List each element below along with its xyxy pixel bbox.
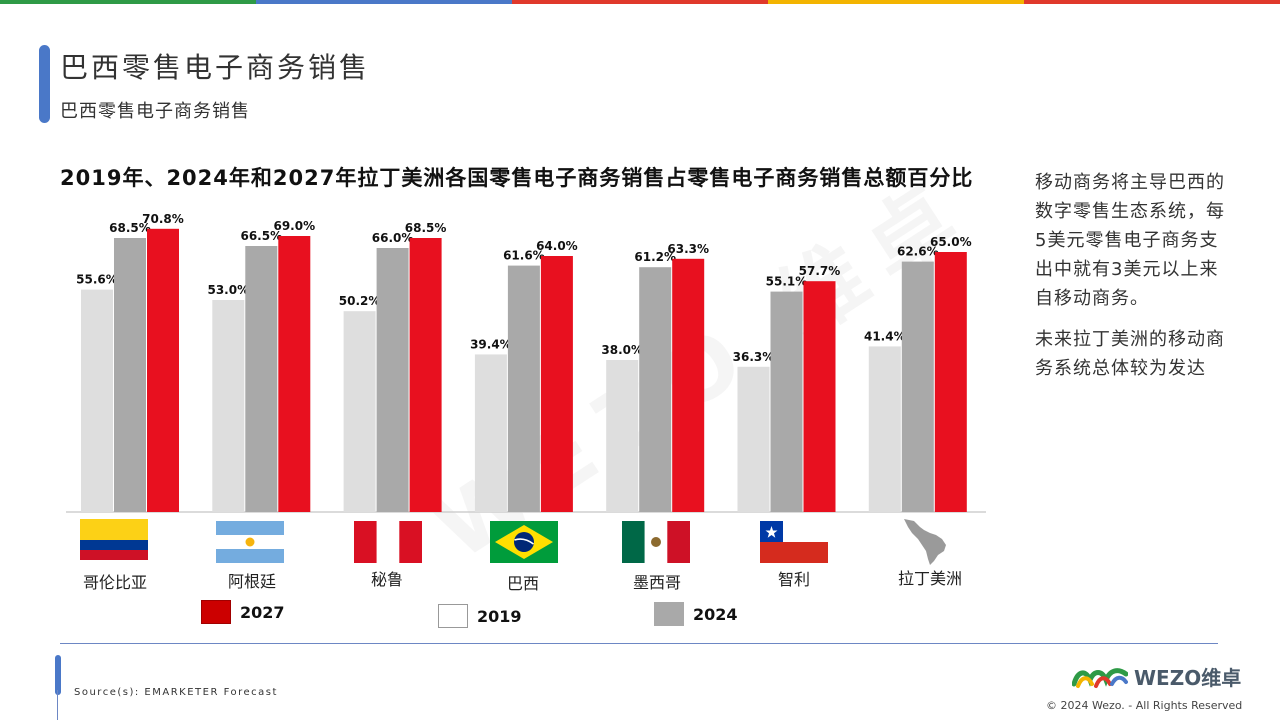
data-label-2027-6: 65.0%: [930, 235, 972, 249]
data-label-2019-0: 55.6%: [76, 273, 118, 287]
data-label-2019-1: 53.0%: [207, 283, 249, 297]
brand-logo: WEZO维卓: [1072, 662, 1241, 691]
country-label-peru: 秘鲁: [370, 570, 403, 589]
legend-label-2024: 2024: [693, 604, 738, 624]
page-title: 巴西零售电子商务销售: [60, 51, 371, 84]
sidebar-commentary: 移动商务将主导巴西的数字零售生态系统，每5美元零售电子商务支出中就有3美元以上来…: [1035, 168, 1225, 395]
bar-chart: 55.6%68.5%70.8%53.0%66.5%69.0%50.2%66.0%…: [66, 212, 986, 513]
bar-2019-2: [343, 311, 376, 512]
bar-2019-0: [81, 289, 113, 512]
bar-2024-5: [770, 291, 803, 512]
bar-2019-6: [868, 346, 901, 512]
page-subtitle: 巴西零售电子商务销售: [60, 101, 250, 122]
data-label-2027-0: 70.8%: [142, 212, 184, 226]
bar-2024-1: [245, 246, 278, 512]
bar-2027-1: [278, 236, 311, 512]
data-label-2024-2: 66.0%: [372, 231, 414, 245]
bar-2024-4: [639, 267, 672, 512]
legend-item-2027: 2027: [201, 600, 285, 624]
data-label-2019-2: 50.2%: [339, 294, 381, 308]
data-label-2027-1: 69.0%: [273, 219, 315, 233]
legend-item-2019: 2019: [438, 604, 522, 628]
latin-america-map-icon: [904, 519, 946, 565]
title-accent-bar: [39, 45, 50, 123]
commentary-paragraph-2: 未来拉丁美洲的移动商务系统总体较为发达: [1035, 329, 1225, 379]
legend-label-2019: 2019: [477, 606, 522, 626]
bar-2024-0: [114, 238, 146, 512]
chart-title: 2019年、2024年和2027年拉丁美洲各国零售电子商务销售占零售电子商务销售…: [60, 166, 974, 190]
data-label-2024-4: 61.2%: [634, 250, 676, 264]
bar-2019-1: [212, 300, 245, 512]
data-label-2019-6: 41.4%: [864, 329, 906, 343]
bar-2027-5: [803, 281, 836, 512]
country-label-argentina: 阿根廷: [227, 572, 276, 591]
peru-flag-icon: [354, 521, 422, 563]
country-label-brazil: 巴西: [506, 574, 539, 593]
data-label-2024-0: 68.5%: [109, 221, 151, 235]
data-label-2027-3: 64.0%: [536, 239, 578, 253]
country-label-latin-america: 拉丁美洲: [897, 569, 962, 588]
bar-2027-4: [672, 258, 705, 512]
bar-2027-3: [540, 256, 573, 512]
data-label-2027-2: 68.5%: [405, 221, 447, 235]
country-label-chile: 智利: [777, 570, 810, 589]
footer-accent-bar: [55, 655, 61, 695]
logo-text: WEZO维卓: [1134, 666, 1242, 690]
data-label-2019-4: 38.0%: [601, 343, 643, 357]
data-label-2027-5: 57.7%: [799, 264, 841, 278]
data-label-2024-6: 62.6%: [897, 245, 939, 259]
brazil-flag-icon: [490, 521, 558, 563]
chart-legend: 2027 2019 2024: [0, 600, 1000, 630]
bar-2024-2: [376, 248, 409, 512]
legend-swatch-2024: [654, 602, 684, 626]
data-label-2019-5: 36.3%: [733, 350, 775, 364]
legend-swatch-2019: [438, 604, 468, 628]
copyright-text: © 2024 Wezo. - All Rights Reserved: [1046, 699, 1243, 712]
bar-2027-6: [934, 252, 967, 512]
data-label-2024-3: 61.6%: [503, 249, 545, 263]
legend-item-2024: 2024: [654, 602, 738, 626]
wezo-logo-icon: [1072, 667, 1128, 688]
data-label-2027-4: 63.3%: [667, 242, 709, 256]
country-label-mexico: 墨西哥: [632, 573, 681, 592]
mexico-flag-icon: [622, 521, 690, 563]
bar-2019-4: [606, 360, 639, 512]
footer-divider: [60, 643, 1218, 644]
argentina-flag-icon: [216, 521, 284, 563]
colombia-flag-icon: [80, 519, 148, 560]
data-label-2019-3: 39.4%: [470, 337, 512, 351]
top-color-bar: [0, 0, 1280, 4]
data-label-2024-5: 55.1%: [766, 275, 808, 289]
data-label-2024-1: 66.5%: [240, 229, 282, 243]
chile-flag-icon: [760, 521, 828, 563]
legend-swatch-2027: [201, 600, 231, 624]
legend-label-2027: 2027: [240, 602, 285, 622]
bar-2024-6: [901, 261, 934, 512]
country-label-colombia: 哥伦比亚: [82, 573, 147, 592]
footer-accent-line: [57, 690, 58, 720]
commentary-paragraph-1: 移动商务将主导巴西的数字零售生态系统，每5美元零售电子商务支出中就有3美元以上来…: [1035, 172, 1225, 309]
source-note: Source(s): EMARKETER Forecast: [74, 687, 278, 698]
bar-2027-0: [147, 228, 179, 513]
bar-2019-5: [737, 366, 770, 512]
bar-2024-3: [507, 265, 540, 512]
bar-2027-2: [409, 238, 442, 512]
bar-2019-3: [474, 354, 507, 512]
